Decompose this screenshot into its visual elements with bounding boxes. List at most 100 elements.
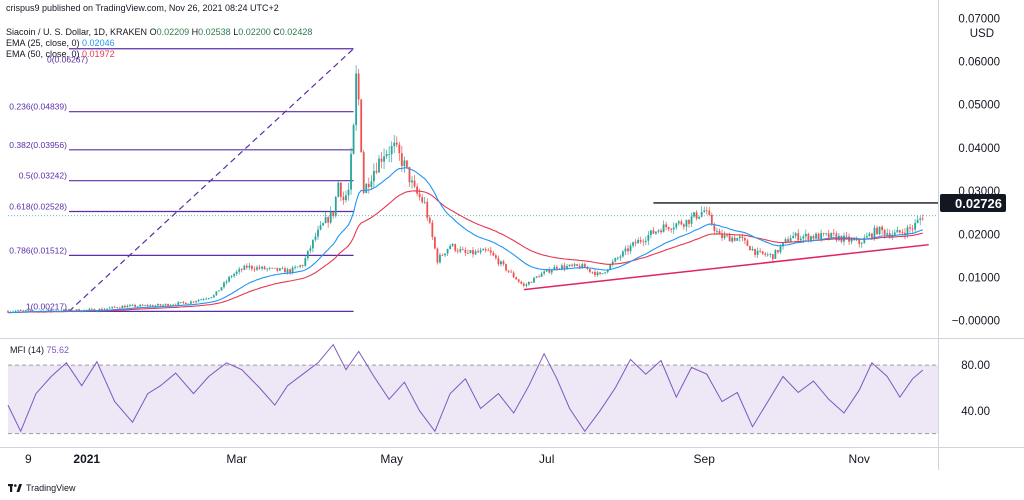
candle-body: [800, 238, 802, 240]
candle-body: [424, 202, 426, 203]
candle-body: [525, 284, 527, 285]
candle-body: [691, 216, 693, 223]
candle-body: [282, 268, 284, 269]
mfi-legend[interactable]: MFI (14) 75.62: [10, 345, 69, 355]
candle-body: [248, 266, 250, 268]
candle-body: [569, 265, 571, 266]
candle-body: [121, 306, 123, 308]
candle-body: [147, 305, 149, 306]
candle-body: [604, 272, 606, 273]
candle-body: [198, 300, 200, 301]
candle-body: [401, 153, 403, 166]
candle-body: [630, 246, 632, 251]
price-tick-label: 0.01000: [958, 273, 1000, 285]
candle-body: [528, 282, 530, 284]
candle-body: [223, 283, 225, 288]
candle-body: [866, 236, 868, 238]
candle-body: [820, 233, 822, 239]
candle-body: [304, 258, 306, 266]
candle-body: [221, 287, 223, 290]
tradingview-logo-icon: [8, 483, 22, 493]
symbol-legend[interactable]: Siacoin / U. S. Dollar, 1D, KRAKEN O0.02…: [6, 27, 312, 38]
candle-body: [912, 228, 914, 229]
mfi-value: 75.62: [47, 345, 70, 355]
candle-body: [215, 291, 217, 295]
candle-body: [312, 240, 314, 249]
candle-body: [739, 237, 741, 239]
candle-body: [495, 255, 497, 258]
ohlc-close-value: 0.02428: [280, 27, 313, 37]
candle-body: [259, 267, 261, 268]
candle-body: [510, 272, 512, 273]
candle-body: [297, 267, 299, 268]
candle-body: [673, 227, 675, 229]
candle-body: [137, 306, 139, 307]
candle-body: [414, 181, 416, 187]
price-tick-label: 0.02000: [958, 229, 1000, 241]
candle-body: [726, 235, 728, 236]
candle-body: [381, 159, 383, 162]
candle-body: [764, 254, 766, 255]
candle-body: [729, 235, 731, 241]
candle-body: [378, 159, 380, 173]
candle-body: [165, 304, 167, 305]
candle-body: [881, 227, 883, 230]
candle-body: [426, 202, 428, 218]
candle-body: [88, 309, 90, 310]
candle-body: [767, 255, 769, 256]
candle-body: [795, 233, 797, 236]
candle-body: [747, 240, 749, 246]
candle-body: [152, 305, 154, 306]
candle-body: [287, 269, 289, 272]
candle-body: [879, 227, 881, 234]
candle-body: [731, 238, 733, 242]
candle-body: [393, 143, 395, 146]
candle-body: [477, 251, 479, 252]
published-line: crispus9 published on TradingView.com, N…: [6, 3, 279, 14]
candle-body: [439, 255, 441, 263]
candle-body: [213, 295, 215, 297]
candle-body: [660, 230, 662, 232]
price-tick-label: 0.05000: [958, 100, 1000, 112]
candle-body: [650, 230, 652, 235]
candle-body: [355, 74, 357, 126]
candle-body: [818, 234, 820, 239]
candle-body: [180, 302, 182, 303]
candle-body: [365, 184, 367, 193]
ema50-legend[interactable]: EMA (50, close, 0) 0.01972: [6, 49, 115, 60]
candle-body: [531, 282, 533, 283]
candle-body: [640, 240, 642, 242]
candle-body: [325, 217, 327, 223]
candle-body: [444, 253, 446, 255]
candle-body: [66, 310, 68, 311]
candle-body: [734, 238, 736, 241]
fib-level-label-4: 0.618(0.02528): [9, 202, 67, 212]
candle-body: [513, 273, 515, 278]
candle-body: [658, 230, 660, 231]
candle-body: [160, 304, 162, 305]
candle-body: [757, 251, 759, 255]
candle-body: [663, 224, 665, 232]
candle-body: [762, 251, 764, 253]
candle-body: [132, 305, 134, 306]
candle-body: [902, 232, 904, 233]
ohlc-low-value: 0.02200: [238, 27, 271, 37]
candle-body: [434, 237, 436, 249]
candle-body: [327, 217, 329, 223]
candle-body: [919, 218, 921, 219]
candle-body: [190, 302, 192, 304]
candle-body: [144, 305, 146, 306]
candle-body: [619, 256, 621, 257]
candle-body: [686, 220, 688, 227]
candle-body: [642, 242, 644, 243]
candle-body: [627, 248, 629, 251]
candle-body: [884, 230, 886, 235]
candle-body: [724, 235, 726, 238]
candle-body: [670, 229, 672, 230]
candle-body: [172, 305, 174, 306]
tradingview-footer[interactable]: TradingView: [8, 483, 76, 493]
candle-body: [543, 271, 545, 273]
ema25-legend[interactable]: EMA (25, close, 0) 0.02046: [6, 38, 115, 49]
candle-body: [294, 267, 296, 268]
ema25-value: 0.02046: [82, 38, 115, 48]
